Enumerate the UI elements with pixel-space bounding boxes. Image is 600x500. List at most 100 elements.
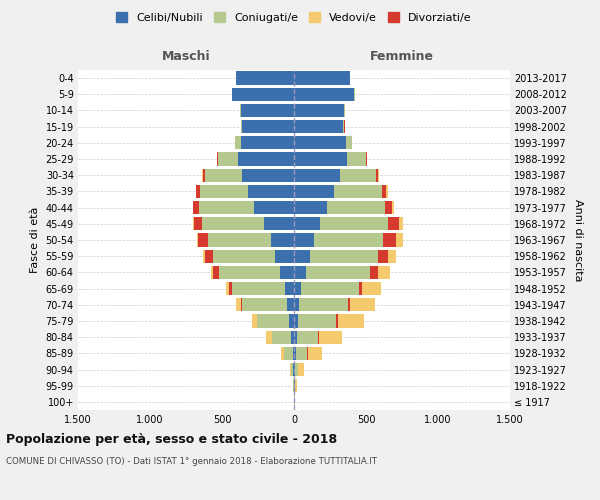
Bar: [193, 201, 199, 214]
Bar: [294, 234, 314, 246]
Bar: [290, 363, 291, 376]
Bar: [301, 282, 359, 295]
Bar: [294, 250, 310, 263]
Text: Femmine: Femmine: [370, 50, 434, 62]
Bar: [264, 217, 294, 230]
Bar: [205, 168, 242, 182]
Bar: [275, 250, 294, 263]
Bar: [359, 282, 362, 295]
Text: Popolazione per età, sesso e stato civile - 2018: Popolazione per età, sesso e stato civil…: [6, 432, 337, 446]
Bar: [232, 282, 286, 295]
Bar: [294, 266, 305, 279]
Bar: [229, 282, 232, 295]
Bar: [376, 168, 378, 182]
Bar: [202, 217, 264, 230]
Bar: [294, 201, 327, 214]
Bar: [197, 234, 198, 246]
Bar: [294, 72, 350, 85]
Bar: [294, 168, 340, 182]
Bar: [203, 168, 205, 182]
Bar: [388, 217, 399, 230]
Bar: [383, 234, 396, 246]
Bar: [257, 314, 289, 328]
Bar: [266, 330, 272, 344]
Bar: [298, 363, 304, 376]
Bar: [193, 217, 194, 230]
Bar: [294, 282, 301, 295]
Bar: [310, 250, 377, 263]
Bar: [294, 120, 343, 134]
Bar: [217, 152, 218, 166]
Bar: [238, 152, 294, 166]
Text: Maschi: Maschi: [161, 50, 211, 62]
Bar: [232, 88, 294, 101]
Bar: [294, 104, 344, 117]
Bar: [392, 201, 394, 214]
Bar: [343, 120, 344, 134]
Bar: [252, 314, 257, 328]
Y-axis label: Fasce di età: Fasce di età: [30, 207, 40, 273]
Bar: [377, 250, 388, 263]
Bar: [295, 363, 298, 376]
Bar: [293, 346, 294, 360]
Bar: [200, 185, 248, 198]
Bar: [388, 250, 396, 263]
Bar: [214, 266, 219, 279]
Bar: [294, 185, 334, 198]
Bar: [319, 330, 342, 344]
Bar: [294, 330, 296, 344]
Bar: [289, 314, 294, 328]
Bar: [334, 185, 382, 198]
Bar: [194, 217, 202, 230]
Bar: [338, 314, 364, 328]
Bar: [254, 201, 294, 214]
Bar: [327, 201, 385, 214]
Bar: [294, 314, 298, 328]
Bar: [314, 234, 383, 246]
Bar: [337, 314, 338, 328]
Bar: [318, 330, 319, 344]
Bar: [226, 282, 229, 295]
Bar: [241, 298, 242, 312]
Bar: [350, 298, 374, 312]
Bar: [281, 346, 284, 360]
Bar: [293, 363, 294, 376]
Bar: [294, 136, 346, 149]
Bar: [295, 379, 297, 392]
Bar: [214, 250, 275, 263]
Bar: [382, 185, 386, 198]
Bar: [399, 217, 403, 230]
Bar: [308, 346, 322, 360]
Bar: [385, 201, 392, 214]
Bar: [370, 266, 377, 279]
Bar: [199, 201, 254, 214]
Bar: [378, 168, 379, 182]
Text: COMUNE DI CHIVASSO (TO) - Dati ISTAT 1° gennaio 2018 - Elaborazione TUTTITALIA.I: COMUNE DI CHIVASSO (TO) - Dati ISTAT 1° …: [6, 458, 377, 466]
Bar: [196, 185, 200, 198]
Bar: [296, 330, 318, 344]
Bar: [272, 330, 291, 344]
Bar: [219, 266, 280, 279]
Bar: [242, 168, 294, 182]
Bar: [198, 234, 208, 246]
Bar: [320, 217, 388, 230]
Bar: [294, 346, 296, 360]
Bar: [377, 266, 391, 279]
Bar: [396, 234, 403, 246]
Legend: Celibi/Nubili, Coniugati/e, Vedovi/e, Divorziati/e: Celibi/Nubili, Coniugati/e, Vedovi/e, Di…: [112, 8, 476, 28]
Y-axis label: Anni di nascita: Anni di nascita: [572, 198, 583, 281]
Bar: [291, 330, 294, 344]
Bar: [287, 298, 294, 312]
Bar: [248, 185, 294, 198]
Bar: [240, 104, 241, 117]
Bar: [347, 152, 366, 166]
Bar: [284, 346, 293, 360]
Bar: [294, 217, 320, 230]
Bar: [236, 298, 241, 312]
Bar: [294, 298, 299, 312]
Bar: [344, 104, 345, 117]
Bar: [241, 120, 242, 134]
Bar: [286, 282, 294, 295]
Bar: [362, 282, 381, 295]
Bar: [205, 250, 214, 263]
